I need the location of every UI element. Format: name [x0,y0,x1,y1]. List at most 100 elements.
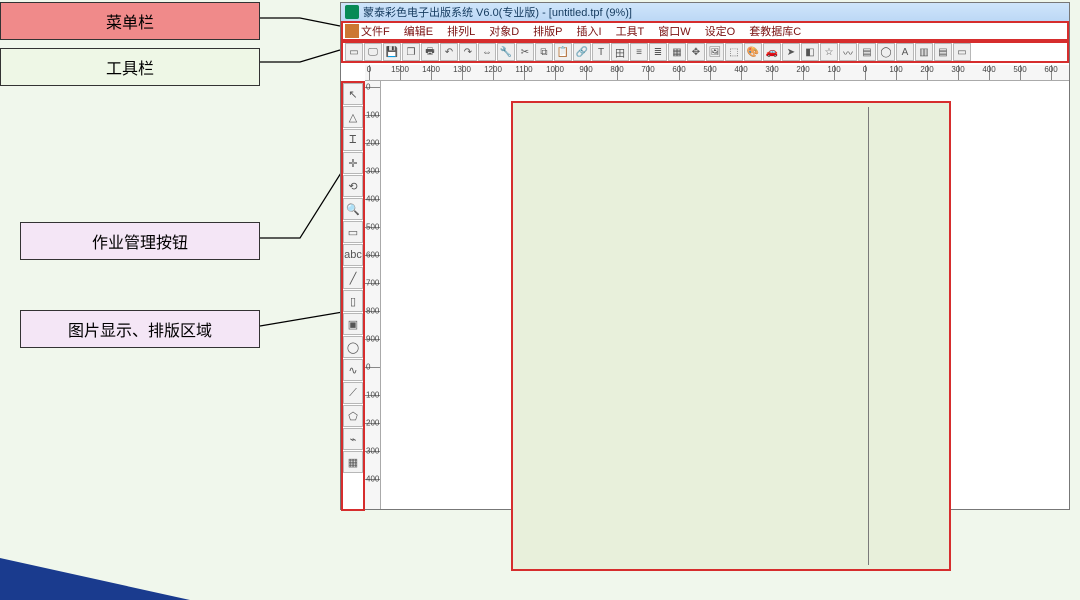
copy-icon[interactable]: ⧉ [535,43,553,61]
ruler-h-label: 1000 [546,65,564,74]
align1-icon[interactable]: ≡ [630,43,648,61]
group-icon[interactable]: ⬚ [725,43,743,61]
annotation-jobbtn: 作业管理按钮 [20,222,260,260]
ruler-h-label: 200 [796,65,809,74]
vertical-tooltray: ↖△Ꮖ✛⟲🔍▭abc╱▯▣◯∿⟋⬠⌁▦ [343,83,363,473]
ruler-h-label: 100 [827,65,840,74]
ruler-h-label: 300 [951,65,964,74]
text-cursor-tool[interactable]: Ꮖ [343,129,363,151]
ruler-v-label: 0 [366,83,370,92]
color-icon[interactable]: 🎨 [744,43,762,61]
ruler-v-label: 400 [366,195,379,204]
link-icon[interactable]: 🔗 [573,43,591,61]
curve-tool[interactable]: ∿ [343,359,363,381]
zoom-tool[interactable]: 🔍 [343,198,363,220]
menu-item[interactable]: 设定O [705,23,736,39]
rect-tool[interactable]: ▭ [343,221,363,243]
frame-tool[interactable]: ▯ [343,290,363,312]
menubar: 文件F 编辑E 排列L 对象D 排版P 插入I 工具T 窗口W 设定O 套教据库C [343,23,801,39]
resize-icon[interactable]: ⇔ [478,43,496,61]
annotation-toolbar: 工具栏 [0,48,260,86]
ruler-h-label: 700 [641,65,654,74]
menu-item[interactable]: 套教据库C [749,23,801,39]
boxes-tool[interactable]: ▣ [343,313,363,335]
undo-icon[interactable]: ↶ [440,43,458,61]
ruler-h-label: 0 [367,65,371,74]
direct-select-tool[interactable]: △ [343,106,363,128]
text-icon[interactable]: T [592,43,610,61]
save-icon[interactable]: 💾 [383,43,401,61]
ruler-v-label: 100 [366,391,379,400]
car-icon[interactable]: 🚗 [763,43,781,61]
new-icon[interactable]: ▭ [345,43,363,61]
circle-icon[interactable]: ◯ [877,43,895,61]
ruler-v-label: 200 [366,139,379,148]
menu-item[interactable]: 编辑E [404,23,433,39]
window-icon[interactable]: ❐ [402,43,420,61]
ruler2-icon[interactable]: ▤ [934,43,952,61]
ruler-h-label: 200 [920,65,933,74]
menu-item[interactable]: 文件F [361,23,390,39]
print-icon[interactable]: 🖶 [421,43,439,61]
ruler-h-label: 300 [765,65,778,74]
pan-icon[interactable]: ✥ [687,43,705,61]
grid-icon[interactable]: ▦ [668,43,686,61]
ruler-h-label: 800 [610,65,623,74]
ruler-v-label: 400 [366,475,379,484]
textbox-icon[interactable]: 田 [611,43,629,61]
titlebar: 蒙泰彩色电子出版系统 V6.0(专业版) - [untitled.tpf (9%… [341,3,1069,21]
line-tool[interactable]: ╱ [343,267,363,289]
annotation-canvas: 图片显示、排版区域 [20,310,260,348]
menu-item[interactable]: 排版P [533,23,562,39]
horizontal-ruler: 0150014001300120011001000900800700600500… [365,65,1069,81]
app-icon [345,5,359,19]
grid-tool[interactable]: ▦ [343,451,363,473]
paste-icon[interactable]: 📋 [554,43,572,61]
wave-icon[interactable]: 〰 [839,43,857,61]
toolbar: ▭🖵💾❐🖶↶↷⇔🔧✂⧉📋🔗T田≡≣▦✥🖼⬚🎨🚗➤◧☆〰▤◯A▥▤▭ [345,43,971,61]
ruler-v-label: 500 [366,223,379,232]
menu-item[interactable]: 窗口W [658,23,690,39]
annotation-menubar: 菜单栏 [0,2,260,40]
cut-icon[interactable]: ✂ [516,43,534,61]
ruler-v-label: 800 [366,307,379,316]
decorative-wedge [0,558,190,600]
ruler-v-label: 300 [366,447,379,456]
ruler-v-label: 900 [366,335,379,344]
ellipse-tool[interactable]: ◯ [343,336,363,358]
ruler-v-label: 0 [366,363,370,372]
ruler-h-label: 400 [734,65,747,74]
ruler-h-label: 600 [1044,65,1057,74]
ruler-h-label: 500 [703,65,716,74]
textlabel-tool[interactable]: abc [343,244,363,266]
rotate-tool[interactable]: ⟲ [343,175,363,197]
star-icon[interactable]: ☆ [820,43,838,61]
path-tool[interactable]: ⌁ [343,428,363,450]
page-canvas[interactable] [511,101,951,571]
menu-item[interactable]: 排列L [447,23,475,39]
chart-icon[interactable]: ▤ [858,43,876,61]
pointer-tool[interactable]: ↖ [343,83,363,105]
redo-icon[interactable]: ↷ [459,43,477,61]
window-title: 蒙泰彩色电子出版系统 V6.0(专业版) - [untitled.tpf (9%… [363,4,632,20]
poly-tool[interactable]: ⬠ [343,405,363,427]
tool1-icon[interactable]: 🔧 [497,43,515,61]
freeform-tool[interactable]: ⟋ [343,382,363,404]
font-icon[interactable]: A [896,43,914,61]
ruler-h-label: 0 [863,65,867,74]
menu-item[interactable]: 插入I [577,23,602,39]
ruler-h-label: 1400 [422,65,440,74]
page-icon[interactable]: ▭ [953,43,971,61]
shape-icon[interactable]: ◧ [801,43,819,61]
ruler-v-label: 200 [366,419,379,428]
open-icon[interactable]: 🖵 [364,43,382,61]
crosshair-tool[interactable]: ✛ [343,152,363,174]
ruler-v-label: 300 [366,167,379,176]
menu-item[interactable]: 对象D [489,23,519,39]
ruler1-icon[interactable]: ▥ [915,43,933,61]
menu-item[interactable]: 工具T [616,23,645,39]
ruler-h-label: 1100 [515,65,532,74]
image-icon[interactable]: 🖼 [706,43,724,61]
arrow-icon[interactable]: ➤ [782,43,800,61]
align2-icon[interactable]: ≣ [649,43,667,61]
